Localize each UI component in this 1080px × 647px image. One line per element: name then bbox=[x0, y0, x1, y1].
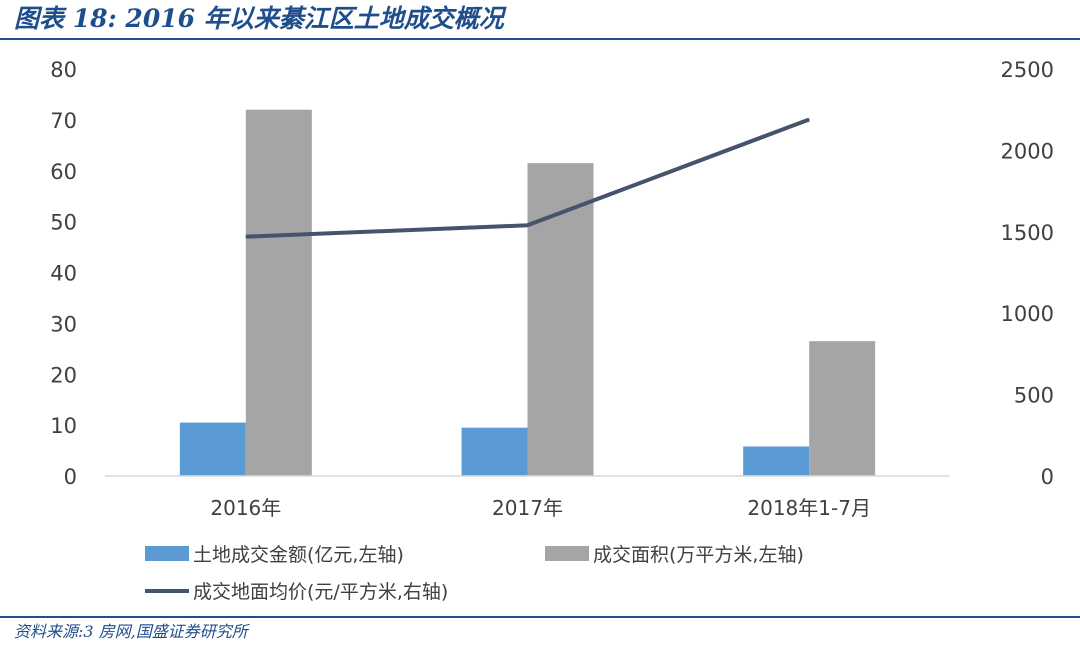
figure-title: 图表 18: 2016 年以来綦江区土地成交概况 bbox=[14, 4, 504, 33]
bar-area bbox=[527, 163, 594, 476]
legend-swatch-bar bbox=[145, 546, 189, 561]
chart-legend: 土地成交金额(亿元,左轴) 成交面积(万平方米,左轴) 成交地面均价(元/平方米,右… bbox=[145, 544, 804, 603]
bar-area bbox=[245, 109, 312, 476]
right-axis-tick-label: 1500 bbox=[1001, 221, 1054, 245]
left-axis-tick-label: 70 bbox=[50, 109, 77, 133]
line-series bbox=[245, 117, 810, 239]
left-axis-tick-label: 20 bbox=[50, 363, 77, 387]
left-axis-tick-label: 60 bbox=[50, 160, 77, 184]
left-axis-tick-label: 80 bbox=[50, 58, 77, 82]
left-axis-tick-label: 10 bbox=[50, 414, 77, 438]
right-axis-tick-label: 0 bbox=[1041, 465, 1054, 489]
x-axis-tick-label: 2017年 bbox=[492, 496, 563, 520]
legend-label: 土地成交金额(亿元,左轴) bbox=[193, 544, 404, 566]
right-axis-ticks: 0 500 1000 1500 2000 2500 bbox=[1001, 58, 1054, 489]
avg-price-point bbox=[245, 236, 247, 238]
bar-series bbox=[179, 109, 876, 476]
top-divider bbox=[0, 38, 1080, 40]
source-note: 资料来源:3 房网,国盛证券研究所 bbox=[14, 622, 248, 641]
right-axis-tick-label: 2000 bbox=[1001, 139, 1054, 163]
left-axis-tick-label: 0 bbox=[64, 465, 77, 489]
legend-label: 成交地面均价(元/平方米,右轴) bbox=[193, 581, 448, 603]
bar-amount bbox=[179, 422, 246, 476]
bar-amount bbox=[743, 446, 810, 476]
x-axis-tick-label: 2016年 bbox=[210, 496, 281, 520]
left-axis-tick-label: 40 bbox=[50, 262, 77, 286]
right-axis-tick-label: 2500 bbox=[1001, 58, 1054, 82]
left-axis-ticks: 0 10 20 30 40 50 60 70 80 bbox=[50, 58, 77, 489]
bottom-divider bbox=[0, 616, 1080, 618]
avg-price-point bbox=[808, 118, 810, 120]
avg-price-point bbox=[527, 224, 528, 226]
right-axis-tick-label: 500 bbox=[1014, 384, 1054, 408]
left-axis-tick-label: 30 bbox=[50, 312, 77, 336]
land-transaction-chart: 0 10 20 30 40 50 60 70 80 0 500 1000 1500 2000 2500 2… bbox=[50, 58, 1054, 603]
x-axis-labels: 2016年 2017年 2018年1-7月 bbox=[210, 496, 871, 520]
left-axis-tick-label: 50 bbox=[50, 211, 77, 235]
bar-area bbox=[809, 341, 876, 476]
bar-amount bbox=[461, 427, 528, 476]
x-axis-tick-label: 2018年1-7月 bbox=[747, 496, 871, 520]
legend-label: 成交面积(万平方米,左轴) bbox=[593, 544, 804, 566]
figure-header: 图表 18: 2016 年以来綦江区土地成交概况 bbox=[0, 0, 1080, 40]
right-axis-tick-label: 1000 bbox=[1001, 302, 1054, 326]
legend-swatch-bar bbox=[545, 546, 589, 561]
